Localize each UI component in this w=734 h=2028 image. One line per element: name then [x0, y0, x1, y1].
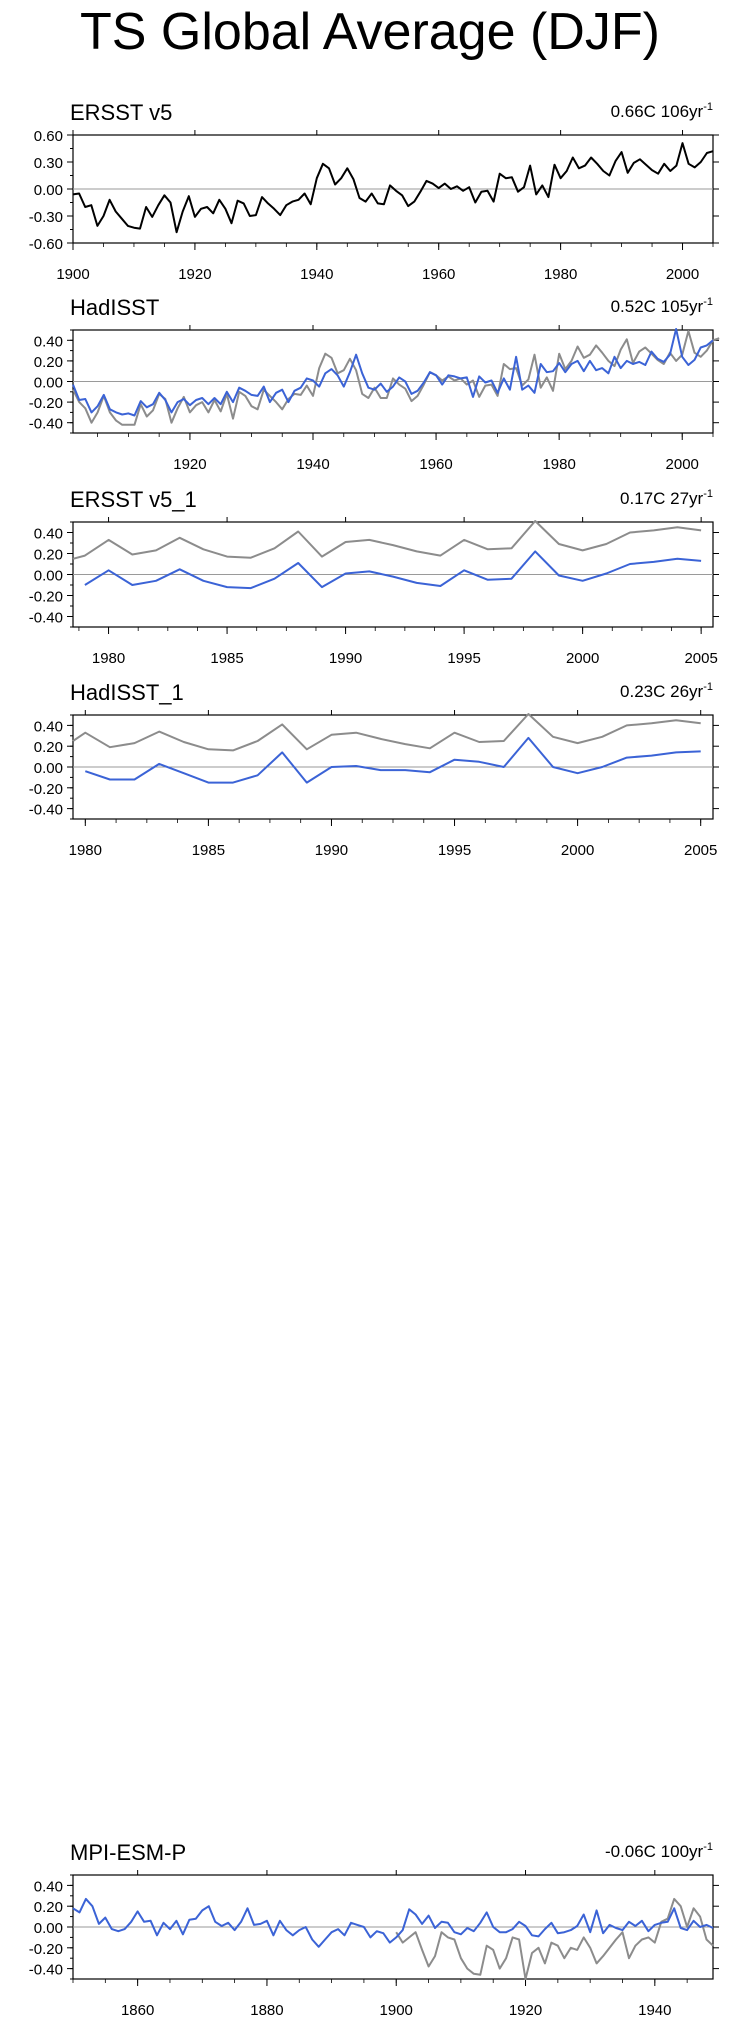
chart-title: ERSST v5_1	[70, 487, 197, 512]
x-tick-label: 1920	[173, 456, 206, 473]
main-title: TS Global Average (DJF)	[80, 3, 660, 61]
x-tick-label: 1980	[69, 842, 102, 859]
x-tick-label: 1900	[56, 266, 89, 283]
y-tick-label: 0.20	[34, 354, 63, 371]
x-tick-label: 1940	[300, 266, 333, 283]
x-tick-label: 2000	[566, 650, 599, 667]
trend-label: 0.23C 26yr-1	[620, 681, 713, 701]
series-line-1	[84, 550, 702, 590]
y-tick-label: -0.20	[29, 395, 63, 412]
series-line-2	[72, 520, 702, 560]
x-tick-label: 1900	[380, 2002, 413, 2019]
y-tick-label: 0.40	[34, 1878, 63, 1895]
series-line-2	[72, 713, 701, 752]
series-line-1	[84, 736, 701, 784]
x-tick-label: 1990	[329, 650, 362, 667]
x-tick-label: 1940	[638, 2002, 671, 2019]
chart-title: HadISST	[70, 295, 159, 320]
y-tick-label: -0.20	[29, 1941, 63, 1958]
x-tick-label: 1920	[509, 2002, 542, 2019]
y-tick-label: 0.40	[34, 333, 63, 350]
x-tick-label: 1985	[210, 650, 243, 667]
chart-title: MPI-ESM-P	[70, 1840, 186, 1865]
x-tick-label: 2000	[666, 266, 699, 283]
y-tick-label: 0.30	[34, 155, 63, 172]
y-tick-label: 0.20	[34, 547, 63, 564]
y-tick-label: 0.60	[34, 128, 63, 145]
trend-label: -0.06C 100yr-1	[605, 1841, 713, 1861]
y-tick-label: 0.00	[34, 1920, 63, 1937]
y-tick-label: 0.40	[34, 718, 63, 735]
series-line-1	[72, 142, 714, 234]
x-tick-label: 1880	[250, 2002, 283, 2019]
x-tick-label: 1990	[315, 842, 348, 859]
y-tick-label: -0.20	[29, 589, 63, 606]
chart-panel-3: HadISST_1 0.23C 26yr-1 -0.40 -0.20 0.00 0.20 0…	[29, 680, 719, 859]
x-tick-label: 1960	[422, 266, 455, 283]
series-line-2	[395, 1897, 714, 1980]
x-tick-label: 2000	[666, 456, 699, 473]
y-tick-label: -0.30	[29, 209, 63, 226]
x-tick-label: 1995	[447, 650, 480, 667]
y-tick-label: -0.60	[29, 236, 63, 253]
y-tick-label: -0.40	[29, 1962, 63, 1979]
trend-label: 0.52C 105yr-1	[611, 296, 713, 316]
y-tick-label: 0.20	[34, 1899, 63, 1916]
x-tick-label: 1960	[419, 456, 452, 473]
y-tick-label: -0.20	[29, 781, 63, 798]
x-tick-label: 1985	[192, 842, 225, 859]
x-tick-label: 1860	[121, 2002, 154, 2019]
y-tick-label: 0.00	[34, 182, 63, 199]
series-line-1	[72, 1897, 714, 1948]
chart-panel-4: MPI-ESM-P -0.06C 100yr-1 -0.40 -0.20 0.00 0.2…	[29, 1840, 719, 2019]
x-tick-label: 1980	[542, 456, 575, 473]
x-tick-label: 2005	[684, 842, 717, 859]
x-tick-label: 1980	[544, 266, 577, 283]
x-tick-label: 2005	[684, 650, 717, 667]
y-tick-label: 0.00	[34, 568, 63, 585]
x-tick-label: 2000	[561, 842, 594, 859]
x-tick-label: 1920	[178, 266, 211, 283]
chart-title: ERSST v5	[70, 100, 172, 125]
trend-label: 0.17C 27yr-1	[620, 488, 713, 508]
chart-panel-2: ERSST v5_1 0.17C 27yr-1 -0.40 -0.20 0.00 0.20…	[29, 487, 719, 667]
y-tick-label: -0.40	[29, 802, 63, 819]
chart-panel-1: HadISST 0.52C 105yr-1 -0.40 -0.20 0.00 0.20 0.…	[29, 295, 720, 473]
series-line-1	[72, 328, 714, 417]
x-tick-label: 1940	[296, 456, 329, 473]
y-tick-label: 0.40	[34, 526, 63, 543]
y-tick-label: -0.40	[29, 416, 63, 433]
y-tick-label: -0.40	[29, 610, 63, 627]
x-tick-label: 1995	[438, 842, 471, 859]
y-tick-label: 0.20	[34, 739, 63, 756]
y-tick-label: 0.00	[34, 375, 63, 392]
y-tick-label: 0.00	[34, 760, 63, 777]
x-tick-label: 1980	[92, 650, 125, 667]
chart-title: HadISST_1	[70, 680, 184, 705]
chart-panel-0: ERSST v5 0.66C 106yr-1 -0.60 -0.30 0.00 0.30 0…	[29, 100, 719, 283]
trend-label: 0.66C 106yr-1	[611, 101, 713, 121]
